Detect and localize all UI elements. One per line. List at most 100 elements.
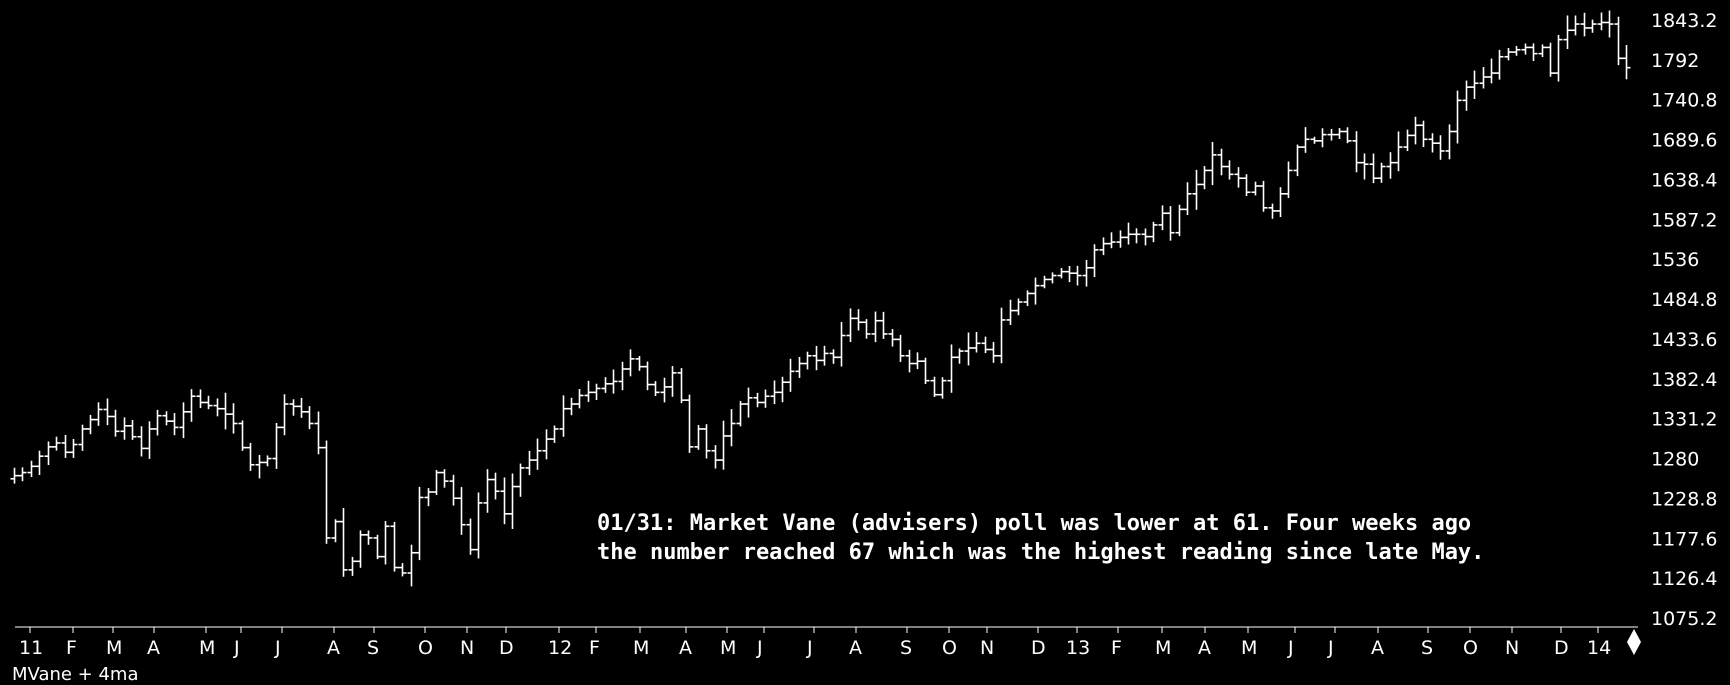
ohlc-bar	[744, 387, 753, 418]
ohlc-bar	[1335, 128, 1344, 139]
x-tick-label: J	[274, 637, 281, 659]
y-tick-label: 1382.4	[1651, 369, 1717, 391]
x-tick-label: M	[199, 637, 215, 659]
ohlc-bar	[1116, 230, 1125, 248]
y-tick-label: 1228.8	[1651, 488, 1717, 510]
x-tick-label: M	[1241, 637, 1257, 659]
x-tick-label: F	[66, 637, 77, 659]
ohlc-bar	[1023, 290, 1032, 306]
ohlc-bar	[331, 519, 340, 543]
x-tick-label: 11	[19, 637, 43, 659]
ohlc-bar	[508, 473, 517, 529]
x-tick-label: J	[1327, 637, 1334, 659]
ohlc-bar	[1065, 265, 1074, 283]
ohlc-bar	[153, 409, 162, 436]
x-tick-label: N	[980, 637, 994, 659]
ohlc-bar	[896, 334, 905, 362]
ohlc-bar	[1031, 277, 1040, 305]
ohlc-bar	[1158, 205, 1167, 231]
ohlc-bar	[120, 417, 129, 440]
ohlc-bar	[1605, 10, 1614, 38]
ohlc-bar	[542, 429, 551, 460]
ohlc-bar	[297, 397, 306, 418]
ohlc-bar	[1538, 44, 1547, 58]
ohlc-bar	[1141, 228, 1150, 246]
ohlc-bar	[1436, 135, 1445, 160]
ohlc-bar	[238, 420, 247, 451]
ohlc-bar	[1318, 128, 1327, 148]
ohlc-bar	[128, 420, 137, 440]
ohlc-bar	[651, 381, 660, 397]
ohlc-bar	[1453, 90, 1462, 144]
ohlc-bar	[348, 556, 357, 576]
ohlc-bar	[373, 534, 382, 560]
scroll-diamond-handle[interactable]	[1627, 629, 1641, 655]
ohlc-bar	[263, 455, 272, 467]
ohlc-bar	[930, 376, 939, 397]
ohlc-bar	[78, 424, 87, 451]
ohlc-bar	[829, 349, 838, 364]
ohlc-bar	[1369, 153, 1378, 184]
y-tick-label: 1587.2	[1651, 209, 1717, 231]
ohlc-bar	[1251, 181, 1260, 196]
ohlc-bar	[1352, 131, 1361, 173]
ohlc-bar	[1208, 142, 1217, 186]
ohlc-bar	[356, 530, 365, 568]
ohlc-bar	[905, 349, 914, 373]
x-tick-label: S	[1421, 637, 1433, 659]
ohlc-bar	[677, 368, 686, 404]
ohlc-bar	[947, 344, 956, 393]
ohlc-bar	[719, 420, 728, 470]
ohlc-bar	[1529, 43, 1538, 62]
ohlc-bar	[1082, 259, 1091, 287]
y-tick-label: 1689.6	[1651, 130, 1717, 152]
ohlc-bar	[86, 414, 95, 435]
ohlc-bar	[753, 392, 762, 408]
ohlc-bar	[685, 394, 694, 453]
y-tick-label: 1280	[1651, 449, 1699, 471]
ohlc-bar	[162, 411, 171, 426]
ohlc-bar	[643, 361, 652, 391]
x-tick-label: J	[1287, 637, 1294, 659]
y-tick-label: 1638.4	[1651, 169, 1717, 191]
ohlc-bar	[213, 398, 222, 417]
ohlc-bar	[1597, 12, 1606, 31]
annotation-line-2: the number reached 67 which was the high…	[597, 540, 1484, 565]
y-tick-label: 1484.8	[1651, 289, 1717, 311]
y-tick-label: 1792	[1651, 50, 1699, 72]
x-tick-label: A	[849, 637, 862, 659]
ohlc-bar	[1614, 16, 1623, 66]
y-tick-label: 1740.8	[1651, 90, 1717, 112]
ohlc-bar	[770, 380, 779, 405]
x-tick-label: S	[900, 637, 912, 659]
ohlc-bar	[221, 392, 230, 430]
ohlc-bar	[35, 450, 44, 475]
ohlc-bar	[711, 445, 720, 469]
ohlc-bar	[567, 397, 576, 416]
ohlc-bar	[390, 521, 399, 572]
ohlc-bar	[668, 366, 677, 397]
ohlc-bar	[592, 383, 601, 401]
ohlc-bar	[103, 398, 112, 426]
ohlc-bar	[803, 351, 812, 370]
x-tick-label: N	[1505, 637, 1519, 659]
y-tick-label: 1843.2	[1651, 10, 1717, 32]
ohlc-bar	[1048, 272, 1057, 284]
x-tick-label: A	[1371, 637, 1384, 659]
ohlc-bar	[289, 399, 298, 416]
ohlc-bar	[1107, 232, 1116, 249]
ohlc-bar	[1462, 80, 1471, 111]
ohlc-bar	[559, 395, 568, 437]
ohlc-bar	[1301, 127, 1310, 153]
ohlc-bar	[381, 520, 390, 565]
x-tick-label: F	[589, 637, 600, 659]
y-tick-label: 1536	[1651, 249, 1699, 271]
ohlc-bar	[1580, 12, 1589, 37]
x-tick-label: D	[1031, 637, 1046, 659]
x-axis: 11 F M A M J J A S O N D 12 F M A M J J A S O N D 13 F M A M J J A S O N D 1…	[19, 627, 1611, 659]
x-tick-label: O	[942, 637, 957, 659]
ohlc-bar	[989, 341, 998, 363]
x-tick-label: D	[1554, 637, 1569, 659]
ohlc-bar	[457, 487, 466, 535]
